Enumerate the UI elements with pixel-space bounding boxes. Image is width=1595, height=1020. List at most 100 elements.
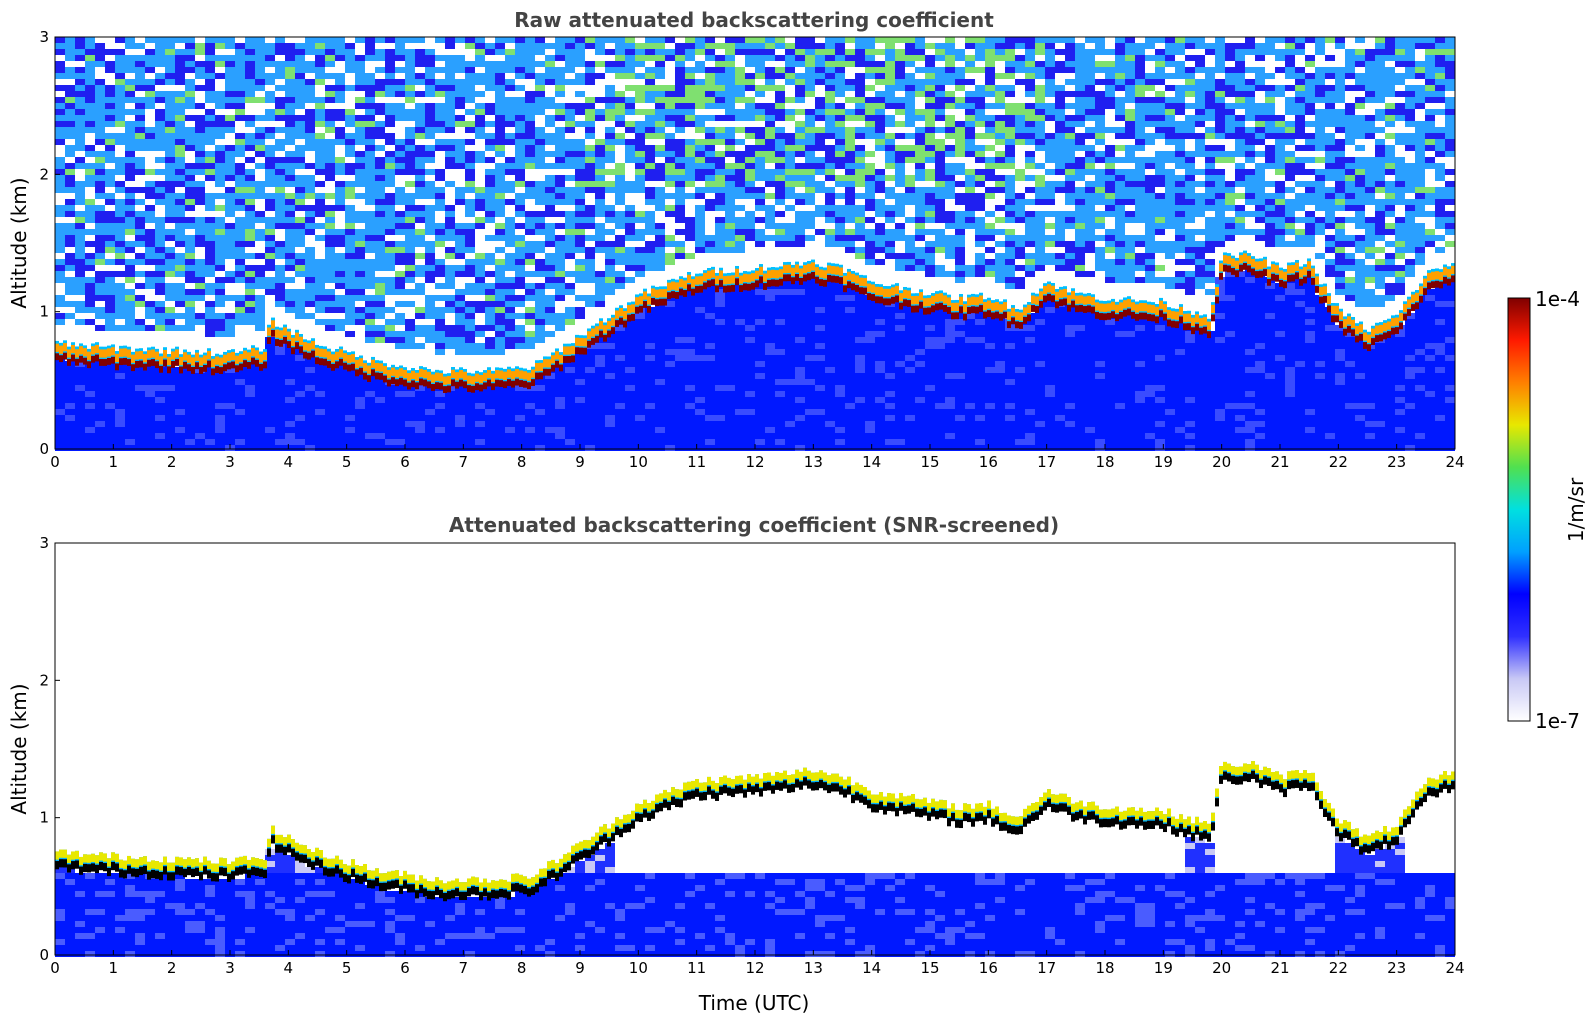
- heatmap-cell: [485, 421, 495, 427]
- heatmap-cell: [835, 397, 845, 403]
- heatmap-cell: [915, 187, 925, 193]
- heatmap-cell: [585, 373, 595, 379]
- heatmap-cell: [865, 439, 875, 445]
- heatmap-cell: [565, 211, 575, 217]
- heatmap-cell: [765, 355, 775, 361]
- heatmap-cell: [675, 217, 685, 223]
- heatmap-cell: [245, 313, 255, 319]
- heatmap-cell: [215, 391, 225, 397]
- heatmap-cell: [285, 97, 295, 103]
- heatmap-cell: [885, 367, 895, 373]
- heatmap-cell: [155, 259, 165, 265]
- heatmap-cell: [855, 103, 865, 109]
- heatmap-cell: [775, 391, 785, 397]
- heatmap-cell: [425, 241, 435, 247]
- heatmap-cell: [505, 433, 515, 439]
- heatmap-cell: [235, 265, 245, 271]
- heatmap-cell: [115, 421, 125, 427]
- heatmap-cell: [175, 151, 185, 157]
- heatmap-cell: [625, 361, 635, 367]
- heatmap-cell: [795, 385, 805, 391]
- heatmap-cell: [385, 439, 395, 445]
- heatmap-cell: [955, 163, 965, 169]
- heatmap-cell: [765, 55, 775, 61]
- heatmap-cell: [845, 145, 855, 151]
- heatmap-cell: [405, 97, 415, 103]
- heatmap-cell: [115, 91, 125, 97]
- heatmap-cell: [405, 439, 415, 445]
- heatmap-cell: [855, 349, 865, 355]
- heatmap-cell: [665, 109, 675, 115]
- heatmap-cell: [765, 133, 775, 139]
- heatmap-cell: [595, 223, 605, 229]
- heatmap-cell: [805, 49, 815, 55]
- heatmap-cell: [555, 397, 565, 403]
- heatmap-cell: [225, 331, 235, 337]
- heatmap-cell: [655, 163, 665, 169]
- heatmap-cell: [785, 325, 795, 331]
- heatmap-cell: [425, 169, 435, 175]
- heatmap-cell: [205, 67, 215, 73]
- heatmap-cell: [795, 319, 805, 325]
- heatmap-cell: [465, 97, 475, 103]
- heatmap-cell: [575, 409, 585, 415]
- heatmap-cell: [525, 289, 535, 295]
- heatmap-cell: [205, 379, 215, 385]
- heatmap-cell: [665, 193, 675, 199]
- heatmap-cell: [625, 85, 635, 91]
- heatmap-cell: [65, 49, 75, 55]
- heatmap-cell: [295, 181, 305, 187]
- heatmap-cell: [225, 439, 235, 445]
- heatmap-cell: [115, 313, 125, 319]
- heatmap-cell: [225, 37, 235, 43]
- heatmap-cell: [295, 79, 305, 85]
- heatmap-cell: [775, 193, 785, 199]
- heatmap-cell: [355, 97, 365, 103]
- heatmap-cell: [855, 217, 865, 223]
- heatmap-cell: [545, 415, 555, 421]
- heatmap-cell: [175, 139, 185, 145]
- heatmap-cell: [735, 391, 745, 397]
- heatmap-cell: [215, 61, 225, 67]
- heatmap-cell: [845, 337, 855, 343]
- heatmap-cell: [925, 79, 935, 85]
- heatmap-cell: [505, 133, 515, 139]
- heatmap-cell: [615, 91, 625, 97]
- heatmap-cell: [375, 211, 385, 217]
- heatmap-cell: [955, 445, 965, 451]
- heatmap-cell: [405, 421, 415, 427]
- heatmap-cell: [315, 289, 325, 295]
- heatmap-cell: [905, 337, 915, 343]
- heatmap-cell: [105, 109, 115, 115]
- heatmap-cell: [345, 313, 355, 319]
- heatmap-cell: [585, 427, 595, 433]
- heatmap-cell: [125, 127, 135, 133]
- heatmap-cell: [785, 439, 795, 445]
- heatmap-cell: [325, 415, 335, 421]
- heatmap-cell: [245, 391, 255, 397]
- heatmap-cell: [685, 403, 695, 409]
- heatmap-cell: [205, 139, 215, 145]
- heatmap-cell: [425, 313, 435, 319]
- heatmap-cell: [85, 253, 95, 259]
- heatmap-cell: [345, 43, 355, 49]
- heatmap-cell: [285, 217, 295, 223]
- heatmap-cell: [445, 283, 455, 289]
- heatmap-cell: [575, 151, 585, 157]
- heatmap-cell: [685, 37, 695, 43]
- heatmap-cell: [115, 223, 125, 229]
- heatmap-cell: [505, 181, 515, 187]
- heatmap-cell: [205, 151, 215, 157]
- heatmap-cell: [785, 229, 795, 235]
- heatmap-cell: [495, 49, 505, 55]
- heatmap-cell: [765, 445, 775, 451]
- heatmap-cell: [625, 103, 635, 109]
- heatmap-cell: [125, 391, 135, 397]
- heatmap-cell: [145, 187, 155, 193]
- heatmap-cell: [345, 373, 355, 379]
- heatmap-cell: [345, 133, 355, 139]
- heatmap-cell: [815, 427, 825, 433]
- heatmap-cell: [715, 403, 725, 409]
- heatmap-cell: [235, 373, 245, 379]
- heatmap-cell: [85, 169, 95, 175]
